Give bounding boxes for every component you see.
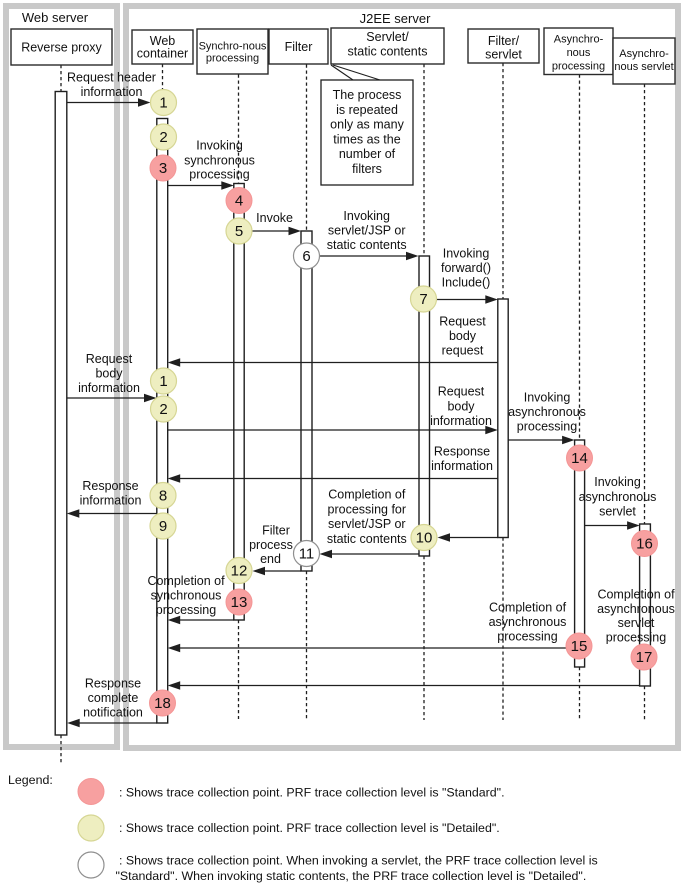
svg-text:only as many: only as many	[330, 118, 404, 132]
svg-text:processing: processing	[606, 631, 666, 645]
svg-text:Request header: Request header	[67, 71, 156, 85]
svg-text:Invoking: Invoking	[594, 475, 641, 489]
svg-text:J2EE server: J2EE server	[360, 11, 431, 26]
svg-text:static contents: static contents	[327, 532, 407, 546]
svg-text:14: 14	[571, 450, 588, 467]
svg-text:4: 4	[235, 193, 243, 210]
svg-text:processing: processing	[552, 60, 605, 72]
svg-text:Legend:: Legend:	[8, 773, 53, 787]
svg-text:information: information	[431, 459, 493, 473]
svg-text:asynchronous: asynchronous	[508, 405, 586, 419]
svg-text:6: 6	[302, 248, 310, 265]
svg-text:body: body	[447, 400, 475, 414]
svg-text:Reverse proxy: Reverse proxy	[21, 41, 102, 55]
svg-text:Response: Response	[434, 445, 490, 459]
svg-text:Web server: Web server	[22, 10, 89, 25]
svg-text:processing: processing	[517, 420, 577, 434]
svg-text:filters: filters	[352, 162, 382, 176]
svg-text:process: process	[249, 538, 293, 552]
svg-text:The process: The process	[333, 88, 402, 102]
svg-text:processing: processing	[206, 53, 259, 65]
svg-text:2: 2	[159, 129, 167, 146]
svg-text:5: 5	[235, 223, 243, 240]
svg-text:information: information	[81, 85, 143, 99]
svg-text:Web: Web	[150, 34, 176, 48]
svg-text:servlet: servlet	[485, 47, 522, 61]
svg-text:Invoking: Invoking	[443, 247, 490, 261]
svg-text:Filter: Filter	[262, 524, 290, 538]
svg-text:9: 9	[159, 518, 167, 535]
svg-text:Completion of: Completion of	[147, 574, 225, 588]
svg-text:1: 1	[159, 95, 167, 112]
svg-text:servlet/JSP or: servlet/JSP or	[328, 517, 406, 531]
svg-text:8: 8	[159, 488, 167, 505]
svg-text:servlet: servlet	[618, 616, 655, 630]
svg-text:processing for: processing for	[328, 502, 407, 516]
svg-text:"Standard". When invoking stat: "Standard". When invoking static content…	[116, 869, 587, 883]
svg-text:nous servlet: nous servlet	[614, 61, 673, 73]
svg-text:Request: Request	[439, 315, 486, 329]
svg-text:static contents: static contents	[327, 238, 407, 252]
svg-text:Invoke: Invoke	[256, 211, 293, 225]
svg-text:processing: processing	[156, 603, 216, 617]
svg-text:Completion of: Completion of	[328, 488, 406, 502]
svg-text:times as the: times as the	[333, 132, 400, 146]
svg-text:Invoking: Invoking	[524, 391, 571, 405]
svg-text:Filter: Filter	[285, 40, 313, 54]
svg-text:synchronous: synchronous	[151, 589, 222, 603]
svg-text:nous: nous	[567, 47, 591, 59]
svg-text:servlet: servlet	[599, 505, 636, 519]
svg-text:information: information	[80, 494, 142, 508]
svg-text:13: 13	[231, 594, 248, 611]
svg-text:body: body	[449, 329, 477, 343]
svg-text:Invoking: Invoking	[343, 209, 390, 223]
svg-text:17: 17	[636, 649, 653, 666]
svg-text:processing: processing	[497, 630, 557, 644]
svg-text:Include(): Include()	[442, 276, 491, 290]
svg-text:: Shows trace collection point: : Shows trace collection point. When inv…	[119, 854, 598, 868]
svg-text:is repeated: is repeated	[336, 103, 398, 117]
svg-text:synchronous: synchronous	[184, 154, 255, 168]
svg-text:Servlet/: Servlet/	[366, 30, 409, 44]
svg-text:asynchronous: asynchronous	[489, 615, 567, 629]
svg-text:information: information	[78, 381, 140, 395]
svg-text:Invoking: Invoking	[196, 139, 243, 153]
svg-text:end: end	[260, 552, 281, 566]
svg-text:forward(): forward()	[441, 261, 491, 275]
svg-text:Response: Response	[85, 677, 141, 691]
svg-text:Response: Response	[82, 479, 138, 493]
svg-text:Completion of: Completion of	[489, 601, 567, 615]
svg-text:10: 10	[416, 530, 433, 547]
svg-text:Request: Request	[438, 385, 485, 399]
svg-text:16: 16	[636, 536, 653, 553]
svg-text:static contents: static contents	[348, 44, 428, 58]
svg-text:1: 1	[159, 373, 167, 390]
svg-text:servlet/JSP or: servlet/JSP or	[328, 224, 406, 238]
svg-text:request: request	[442, 344, 484, 358]
svg-text:asynchronous: asynchronous	[597, 602, 675, 616]
svg-text:2: 2	[159, 401, 167, 418]
svg-text:number of: number of	[339, 147, 396, 161]
svg-text:: Shows trace collection point: : Shows trace collection point. PRF trac…	[119, 785, 505, 799]
svg-text:11: 11	[299, 546, 315, 563]
svg-text:Synchro-nous: Synchro-nous	[199, 41, 267, 53]
svg-text:container: container	[137, 47, 188, 61]
svg-text:processing: processing	[189, 168, 249, 182]
svg-text:Completion of: Completion of	[597, 588, 675, 602]
svg-text:12: 12	[231, 563, 248, 580]
svg-text:body: body	[95, 367, 123, 381]
svg-text:: Shows trace collection point: : Shows trace collection point. PRF trac…	[119, 821, 500, 835]
svg-text:notification: notification	[83, 706, 143, 720]
svg-text:information: information	[430, 414, 492, 428]
svg-text:15: 15	[571, 638, 588, 655]
svg-text:7: 7	[419, 291, 427, 308]
svg-text:3: 3	[159, 160, 167, 177]
svg-text:asynchronous: asynchronous	[579, 490, 657, 504]
svg-text:Asynchro-: Asynchro-	[554, 34, 604, 46]
svg-text:complete: complete	[88, 691, 139, 705]
svg-text:Request: Request	[86, 352, 133, 366]
svg-text:18: 18	[154, 695, 171, 712]
svg-text:Filter/: Filter/	[488, 34, 520, 48]
svg-text:Asynchro-: Asynchro-	[619, 48, 669, 60]
